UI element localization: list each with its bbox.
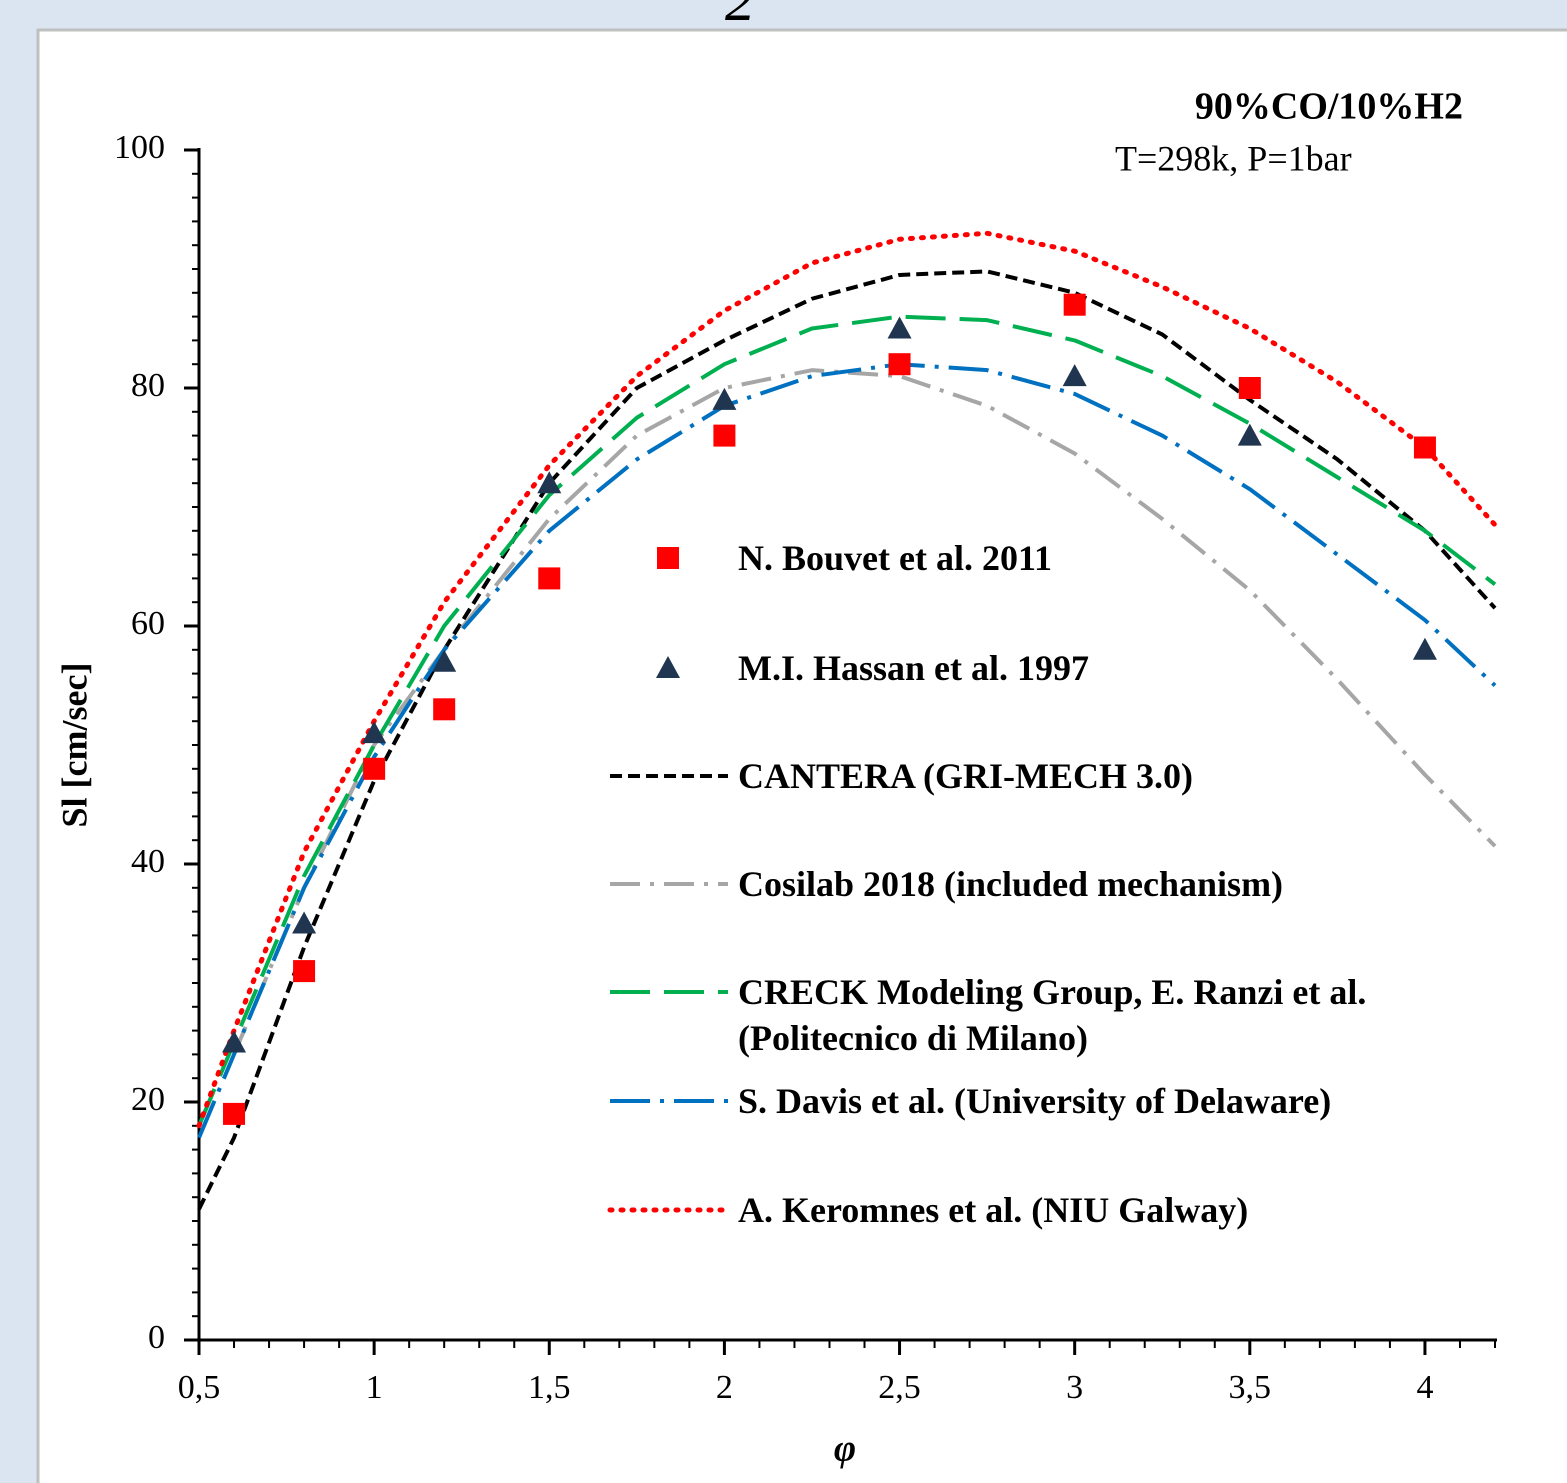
data-point (362, 721, 387, 744)
legend-label: M.I. Hassan et al. 1997 (738, 648, 1089, 688)
x-tick-label: 1 (366, 1369, 383, 1406)
x-tick-label: 2,5 (878, 1369, 921, 1406)
data-point (433, 698, 456, 721)
legend-label: CANTERA (GRI-MECH 3.0) (738, 756, 1193, 796)
legend-marker (656, 656, 680, 678)
data-point (432, 649, 457, 672)
legend-label: A. Keromnes et al. (NIU Galway) (738, 1190, 1249, 1230)
data-point (1063, 293, 1086, 316)
legend-label: CRECK Modeling Group, E. Ranzi et al. (P… (738, 972, 1367, 1058)
data-point (887, 316, 912, 339)
y-tick-label: 20 (131, 1081, 165, 1118)
annotation-subtitle: T=298k, P=1bar (1115, 138, 1352, 178)
data-point (888, 353, 911, 376)
x-tick-label: 2 (716, 1369, 733, 1406)
data-point (537, 471, 562, 494)
data-point (1413, 436, 1436, 459)
legend-marker (657, 547, 679, 569)
series-line (197, 362, 1497, 1139)
data-point (712, 387, 737, 410)
data-point (1412, 637, 1437, 660)
legend-label: N. Bouvet et al. 2011 (738, 538, 1052, 578)
data-point (1238, 377, 1261, 399)
data-point (293, 960, 316, 983)
x-axis-label: φ (834, 1428, 856, 1470)
legend-label: Cosilab 2018 (included mechanism) (738, 864, 1284, 904)
x-tick-label: 0,5 (178, 1369, 221, 1406)
series-line (197, 314, 1497, 1127)
data-point (222, 1030, 247, 1053)
data-point (363, 757, 386, 780)
y-axis-label: Sl [cm/sec] (54, 663, 94, 828)
data-point (1237, 423, 1262, 446)
y-tick-label: 100 (114, 129, 165, 166)
x-tick-label: 3,5 (1229, 1369, 1272, 1406)
data-point (223, 1102, 246, 1125)
legend-item (656, 656, 680, 678)
legend-label: S. Davis et al. (University of Delaware) (738, 1081, 1332, 1121)
data-point (292, 911, 317, 934)
y-tick-label: 40 (131, 843, 165, 880)
data-point (713, 424, 736, 447)
x-tick-label: 3 (1066, 1369, 1083, 1406)
chart-panel (36, 28, 1567, 1483)
caption-fragment: 2 (725, 0, 755, 33)
y-tick-label: 60 (131, 605, 165, 642)
annotation-title: 90%CO/10%H2 (1195, 86, 1463, 128)
data-point (538, 567, 561, 590)
y-tick-label: 80 (131, 367, 165, 404)
x-tick-label: 1,5 (528, 1369, 571, 1406)
y-tick-label: 0 (148, 1319, 165, 1356)
series-line (232, 368, 1497, 1056)
data-point (1062, 364, 1087, 387)
legend-item (657, 547, 679, 569)
series-line (197, 269, 1497, 1210)
x-tick-label: 4 (1416, 1369, 1433, 1406)
